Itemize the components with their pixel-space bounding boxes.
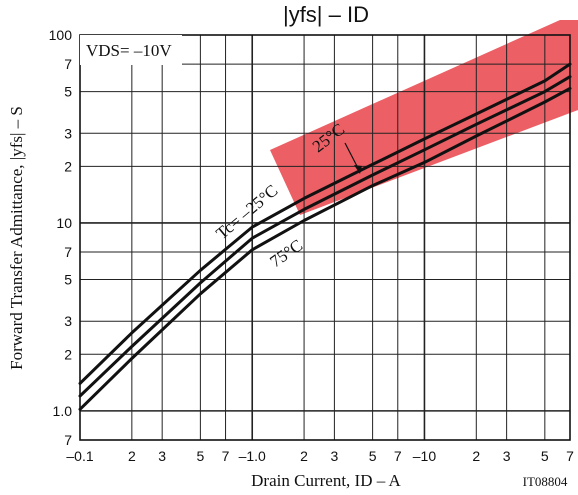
series-line-1: [78, 75, 572, 398]
y-tick-labels: 100 7 5 3 2 10 7 5 3 2 1.0 7: [49, 27, 73, 448]
y-tick-label: 10: [56, 215, 72, 231]
chart-title: |yfs| – ID: [283, 2, 369, 27]
x-axis-label: Drain Current, ID – A: [251, 471, 401, 490]
x-tick-label: –10: [413, 448, 437, 464]
y-tick-label: 100: [49, 27, 73, 43]
x-tick-label: 3: [503, 448, 511, 464]
y-tick-label: 2: [64, 346, 72, 362]
series-label-neg25: Tc= –25°C: [212, 181, 281, 243]
grid: [80, 35, 570, 440]
y-tick-label: 7: [64, 56, 72, 72]
y-tick-label: 3: [64, 125, 72, 141]
x-tick-label: 5: [369, 448, 377, 464]
x-tick-labels: –0.1 2 3 5 7 –1.0 2 3 5 7 –10 2 3 5 7: [66, 448, 574, 464]
condition-box: [80, 35, 182, 65]
figure-code: IT08804: [523, 474, 568, 489]
x-tick-label: 5: [541, 448, 549, 464]
x-tick-label: 3: [158, 448, 166, 464]
y-tick-label: 1.0: [53, 403, 73, 419]
x-tick-label: –0.1: [66, 448, 93, 464]
x-tick-label: 5: [196, 448, 204, 464]
x-tick-label: 7: [394, 448, 402, 464]
y-tick-label: 5: [64, 84, 72, 100]
arrow-head: [354, 165, 362, 174]
series-lines: [78, 62, 572, 411]
series-line-0: [78, 62, 572, 385]
series-line-2: [78, 86, 572, 411]
x-tick-label: 2: [472, 448, 480, 464]
x-tick-label: 7: [222, 448, 230, 464]
x-tick-label: 2: [128, 448, 136, 464]
y-tick-label: 5: [64, 272, 72, 288]
x-tick-label: –1.0: [239, 448, 266, 464]
condition-label: VDS= –10V: [86, 41, 172, 60]
y-tick-label: 3: [64, 313, 72, 329]
plot-frame: [79, 34, 571, 441]
x-tick-label: 2: [300, 448, 308, 464]
x-tick-label: 7: [566, 448, 574, 464]
y-tick-label: 2: [64, 158, 72, 174]
y-tick-label: 7: [64, 432, 72, 448]
y-axis-label: Forward Transfer Admittance, |yfs| – S: [7, 106, 26, 370]
x-tick-label: 3: [331, 448, 339, 464]
y-tick-label: 7: [64, 244, 72, 260]
series-label-75: 75°C: [266, 236, 306, 272]
